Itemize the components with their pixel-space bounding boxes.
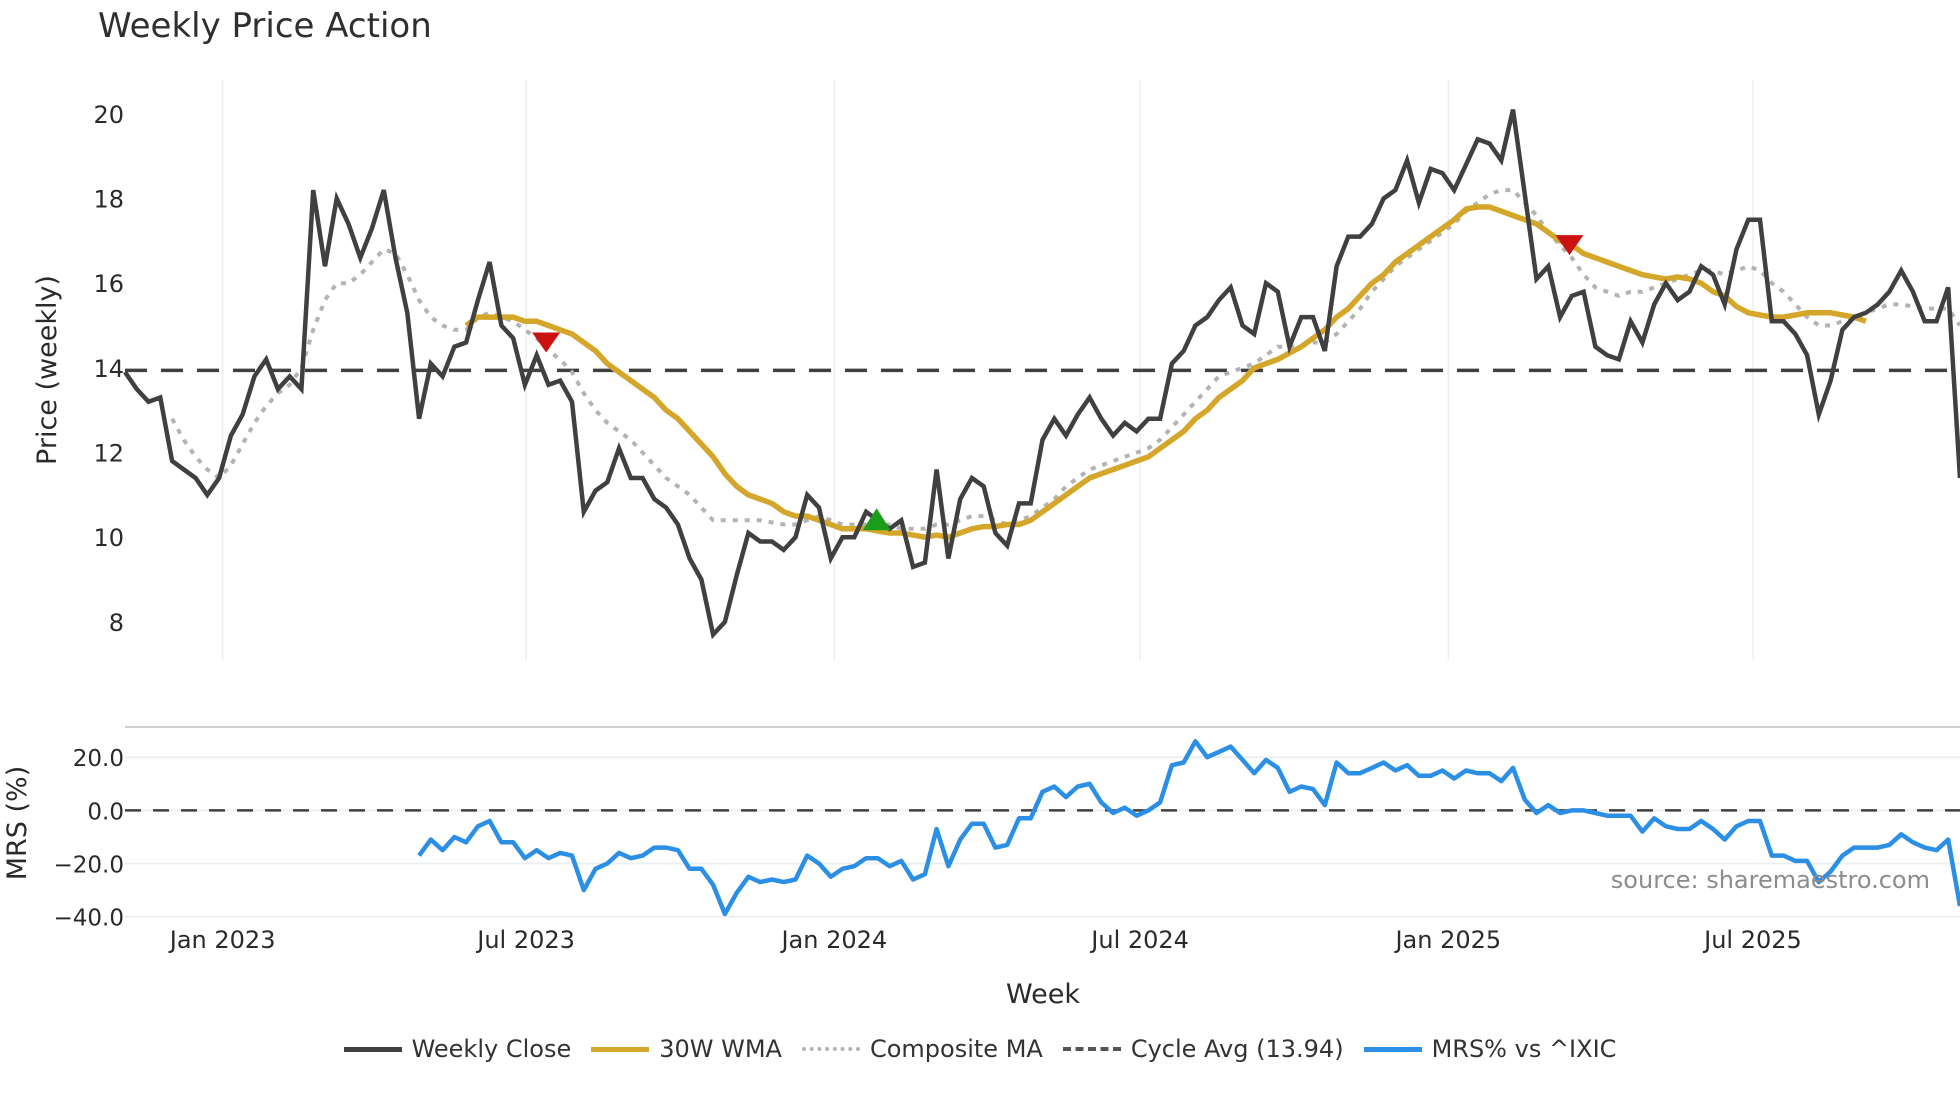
mrs-line xyxy=(417,739,1960,917)
x-tick-label: Jan 2025 xyxy=(1393,926,1501,954)
y-tick-label: 20 xyxy=(93,101,124,129)
y-axis-label: MRS (%) xyxy=(2,766,33,881)
y-axis-label: Price (weekly) xyxy=(32,275,63,465)
legend-item-wma[interactable]: 30W WMA xyxy=(591,1035,782,1063)
legend-item-weekly-close[interactable]: Weekly Close xyxy=(343,1035,572,1063)
legend-item-mrs[interactable]: MRS% vs ^IXIC xyxy=(1363,1035,1617,1063)
legend-label: Composite MA xyxy=(869,1035,1043,1063)
dotted-line-icon xyxy=(801,1047,860,1051)
y-tick-label: 12 xyxy=(93,440,124,468)
legend: Weekly Close 30W WMA Composite MA Cycle … xyxy=(0,1035,1960,1063)
y-tick-label: −20.0 xyxy=(54,853,124,879)
legend-item-cycle-avg[interactable]: Cycle Avg (13.94) xyxy=(1062,1035,1344,1063)
y-tick-label: −40.0 xyxy=(54,906,124,932)
legend-item-composite-ma[interactable]: Composite MA xyxy=(801,1035,1043,1063)
sell-signal-icon xyxy=(532,332,561,353)
x-axis-label: Week xyxy=(1006,979,1080,1010)
legend-label: 30W WMA xyxy=(659,1035,782,1063)
solid-line-icon xyxy=(591,1046,650,1052)
dashed-line-icon xyxy=(1062,1047,1121,1051)
x-tick-label: Jul 2023 xyxy=(475,926,575,954)
x-tick-label: Jul 2025 xyxy=(1702,926,1802,954)
legend-label: MRS% vs ^IXIC xyxy=(1431,1035,1617,1063)
legend-label: Cycle Avg (13.94) xyxy=(1130,1035,1344,1063)
y-tick-label: 8 xyxy=(109,609,124,637)
y-tick-label: 18 xyxy=(93,186,124,214)
chart-title: Weekly Price Action xyxy=(98,6,432,46)
y-tick-label: 14 xyxy=(93,355,124,383)
y-tick-label: 0.0 xyxy=(87,799,124,825)
solid-line-icon xyxy=(1363,1046,1422,1052)
y-tick-label: 10 xyxy=(93,524,124,552)
composite-ma-line xyxy=(170,188,1960,531)
y-tick-label: 16 xyxy=(93,270,124,298)
y-tick-label: 20.0 xyxy=(73,746,124,772)
buy-signal-icon xyxy=(862,508,891,531)
solid-line-icon xyxy=(343,1046,402,1052)
wma-line xyxy=(464,204,1867,540)
x-tick-label: Jan 2024 xyxy=(779,926,887,954)
legend-label: Weekly Close xyxy=(411,1035,572,1063)
sell-signal-icon xyxy=(1555,235,1584,256)
source-annotation: source: sharemaestro.com xyxy=(1610,866,1930,894)
x-tick-label: Jul 2024 xyxy=(1089,926,1189,954)
weekly-close-line xyxy=(123,109,1960,640)
x-tick-label: Jan 2023 xyxy=(168,926,276,954)
